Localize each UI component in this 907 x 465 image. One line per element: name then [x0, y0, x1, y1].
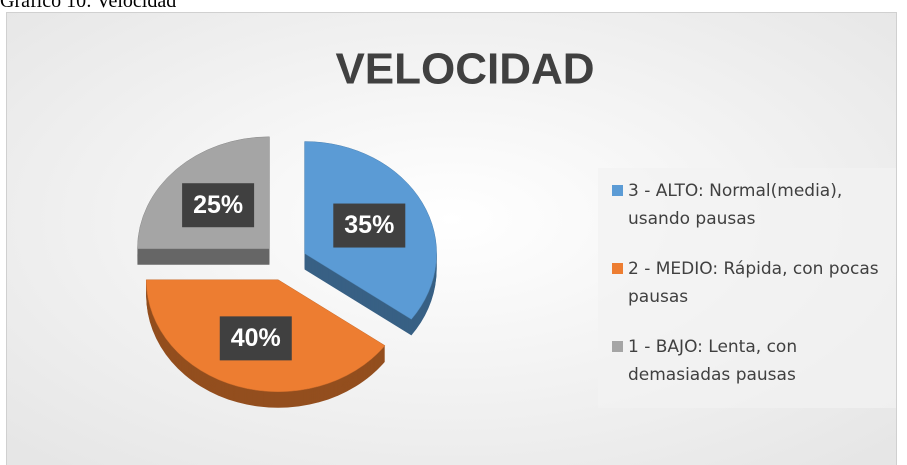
data-label: 35%: [344, 211, 394, 239]
legend: 3 - ALTO: Normal(media), usando pausas 2 …: [612, 177, 897, 393]
legend-label: 1 - BAJO: Lenta, con demasiadas pausas: [628, 337, 798, 385]
legend-box: [598, 168, 896, 408]
data-label: 40%: [231, 324, 281, 352]
legend-list: 3 - ALTO: Normal(media), usando pausas 2 …: [612, 177, 897, 393]
legend-item: 3 - ALTO: Normal(media), usando pausas: [612, 177, 897, 255]
legend-swatch: [612, 185, 623, 196]
data-label-box: [219, 316, 292, 361]
legend-item: 2 - MEDIO: Rápida, con pocas pausas: [612, 255, 897, 333]
caption: Gráfico 10: Velocidad: [0, 0, 177, 12]
chart-title: VELOCIDAD: [335, 45, 594, 94]
data-label-box: [182, 183, 255, 228]
data-label-box: [333, 203, 406, 248]
data-label: 25%: [193, 191, 243, 219]
legend-label: 3 - ALTO: Normal(media), usando pausas: [628, 181, 843, 229]
pie: 35% 40% 25%: [137, 136, 437, 408]
legend-swatch: [612, 263, 623, 274]
legend-label: 2 - MEDIO: Rápida, con pocas pausas: [628, 259, 879, 307]
legend-item: 1 - BAJO: Lenta, con demasiadas pausas: [612, 333, 897, 393]
legend-swatch: [612, 341, 623, 352]
